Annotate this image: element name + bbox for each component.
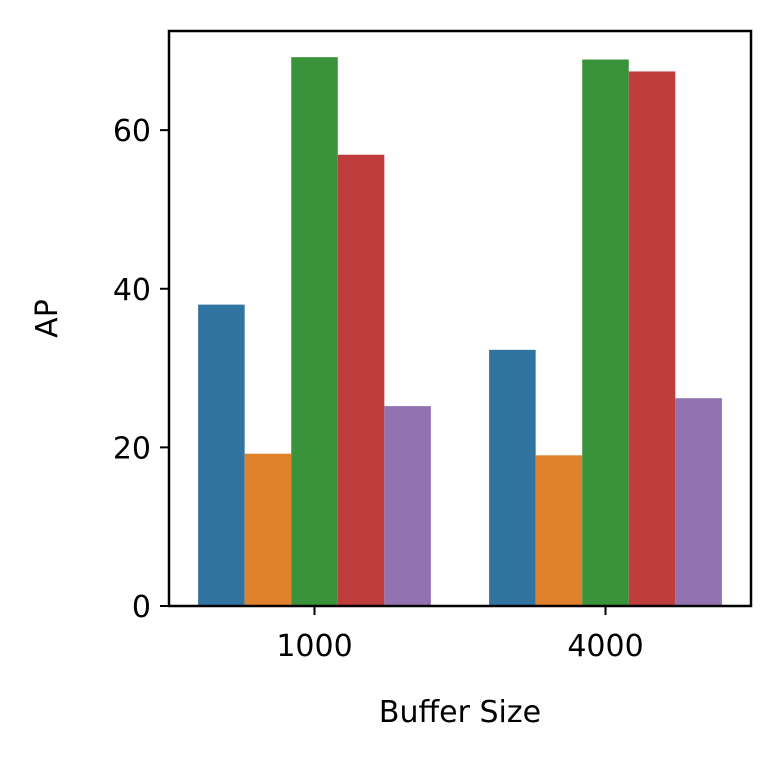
bar-1000-series-1 bbox=[198, 304, 245, 606]
y-ticks-group: 0 20 40 60 bbox=[113, 114, 169, 625]
bar-4000-series-4 bbox=[628, 71, 676, 607]
y-tick-label: 40 bbox=[113, 273, 151, 308]
bar-4000-series-3 bbox=[582, 59, 629, 607]
x-ticks-group: 1000 4000 bbox=[276, 606, 644, 664]
x-axis-label: Buffer Size bbox=[379, 695, 541, 730]
y-tick-label: 20 bbox=[113, 431, 151, 466]
plot-frame bbox=[167, 29, 753, 608]
bar-4000-series-2 bbox=[535, 455, 583, 606]
bar-4000-series-1 bbox=[489, 349, 536, 606]
bars-group bbox=[198, 57, 722, 607]
x-tick-label: 1000 bbox=[276, 629, 352, 664]
bar-1000-series-2 bbox=[244, 453, 292, 606]
x-tick-label: 4000 bbox=[567, 629, 643, 664]
bar-1000-series-3 bbox=[291, 57, 338, 606]
bar-1000-series-4 bbox=[337, 154, 385, 607]
bar-1000-series-5 bbox=[384, 406, 431, 606]
y-axis-label: AP bbox=[30, 299, 65, 338]
bar-4000-series-5 bbox=[675, 398, 722, 606]
y-tick-label: 60 bbox=[113, 114, 151, 149]
y-tick-label: 0 bbox=[132, 590, 151, 625]
